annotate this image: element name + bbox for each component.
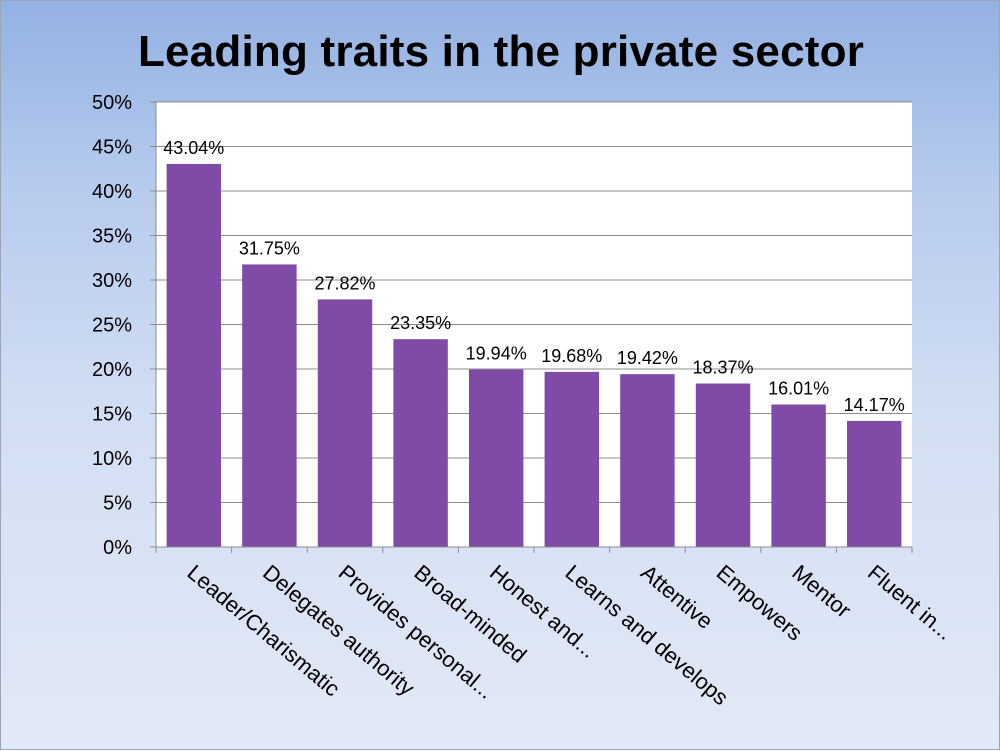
- data-label: 43.04%: [163, 138, 224, 158]
- y-tick-label: 30%: [92, 270, 132, 292]
- bar: [695, 383, 751, 547]
- data-label: 31.75%: [239, 238, 300, 258]
- bar: [242, 264, 297, 547]
- y-tick-label: 15%: [92, 404, 132, 426]
- data-label: 16.01%: [768, 379, 829, 399]
- data-label: 14.17%: [844, 395, 905, 415]
- data-label: 19.42%: [617, 348, 678, 368]
- y-tick-label: 45%: [92, 137, 132, 159]
- x-tick-label: Mentor: [787, 560, 856, 623]
- data-labels: 43.04% 31.75% 27.82% 23.35% 19.94% 19.68% 19.4…: [163, 138, 904, 415]
- bar: [166, 163, 222, 547]
- y-tick-label: 0%: [103, 537, 132, 559]
- bar: [317, 299, 373, 547]
- data-label: 27.82%: [314, 273, 375, 293]
- y-tick-label: 40%: [92, 181, 132, 203]
- bar: [771, 404, 826, 547]
- y-tick-label: 10%: [92, 448, 132, 470]
- y-tick-label: 25%: [92, 315, 132, 337]
- chart-title: Leading traits in the private sector: [137, 27, 865, 76]
- data-label: 19.94%: [466, 344, 527, 364]
- axes: [150, 101, 913, 553]
- x-tick-label: Fluent in...: [863, 560, 958, 645]
- data-label: 19.68%: [541, 346, 602, 366]
- data-label: 18.37%: [692, 358, 753, 378]
- bar: [846, 420, 902, 547]
- bar: [393, 339, 448, 547]
- bar: [468, 369, 524, 547]
- y-tick-label: 20%: [92, 359, 132, 381]
- y-axis-labels: 0% 5% 10% 15% 20% 25% 30% 35% 40% 45% 50%: [92, 92, 132, 559]
- y-tick-label: 50%: [92, 92, 132, 114]
- bars: [166, 163, 902, 547]
- y-tick-label: 35%: [92, 226, 132, 248]
- bar: [620, 374, 675, 547]
- y-tick-label: 5%: [103, 493, 132, 515]
- data-label: 23.35%: [390, 313, 451, 333]
- bar: [544, 371, 600, 547]
